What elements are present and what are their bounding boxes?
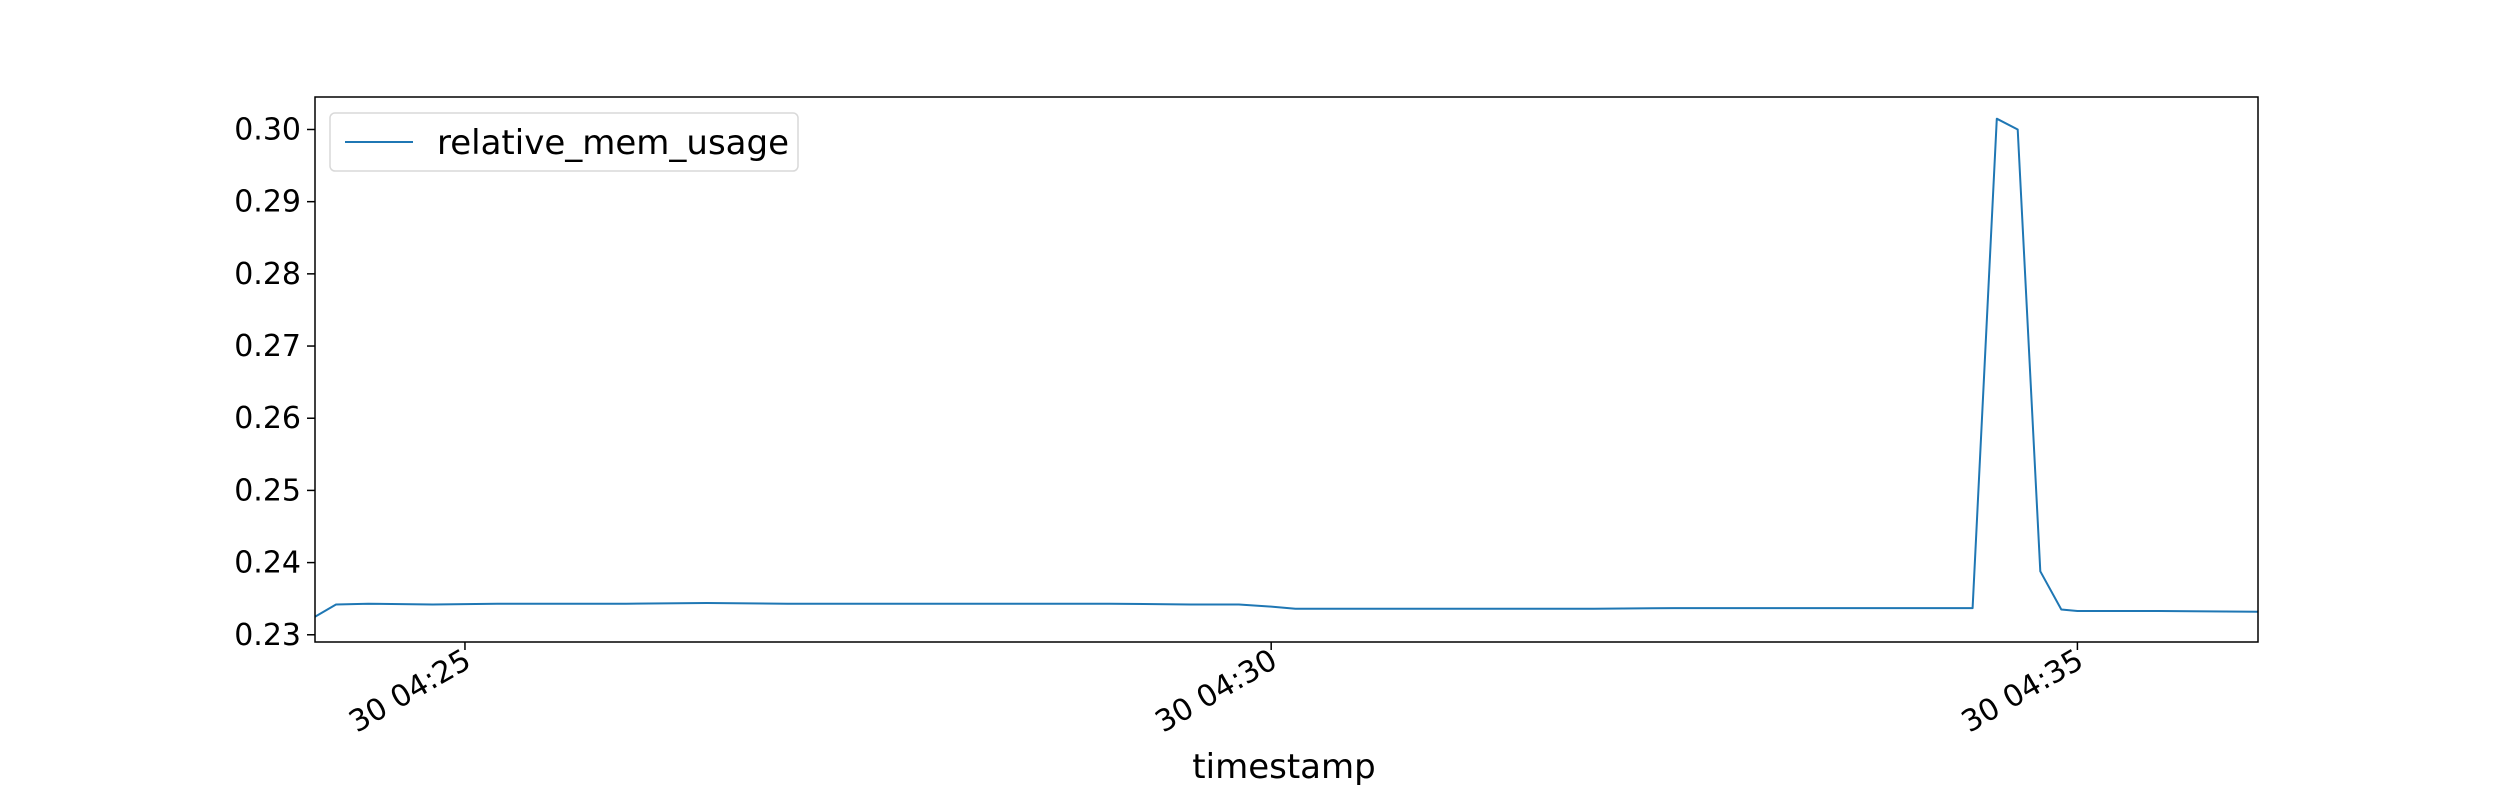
y-tick-label: 0.25 xyxy=(234,473,301,508)
x-tick-label: 30 04:35 xyxy=(1956,643,2090,740)
y-tick-label: 0.23 xyxy=(234,618,301,653)
y-tick-label: 0.24 xyxy=(234,546,301,581)
x-tick-label: 30 04:30 xyxy=(1149,643,1283,740)
x-axis-label: timestamp xyxy=(1192,747,1375,787)
y-tick-label: 0.28 xyxy=(234,257,301,292)
y-tick-label: 0.29 xyxy=(234,185,301,220)
plot-frame xyxy=(314,96,2259,643)
y-axis: 0.23 0.24 0.25 0.26 0.27 0.28 0.29 0.30 xyxy=(234,112,315,653)
legend: relative_mem_usage xyxy=(329,112,799,172)
legend-label: relative_mem_usage xyxy=(437,123,789,163)
x-axis: 30 04:25 30 04:30 30 04:35 xyxy=(343,642,2089,740)
plot-area xyxy=(314,96,2259,643)
legend-box xyxy=(329,112,799,172)
y-tick-label: 0.26 xyxy=(234,401,301,436)
y-tick-label: 0.30 xyxy=(234,112,301,147)
series-line-relative_mem_usage xyxy=(314,117,2259,618)
x-tick-label: 30 04:25 xyxy=(343,643,477,740)
y-tick-label: 0.27 xyxy=(234,329,301,364)
